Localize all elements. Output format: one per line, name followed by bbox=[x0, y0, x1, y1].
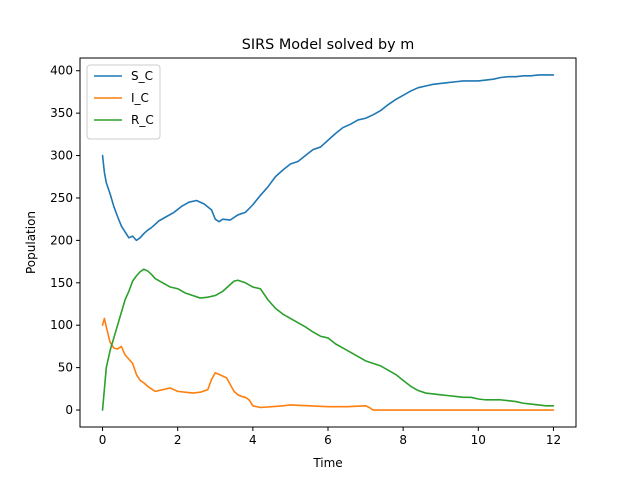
plot-area bbox=[101, 74, 555, 411]
x-tick-label: 2 bbox=[174, 433, 182, 447]
y-tick-label: 200 bbox=[50, 233, 73, 247]
series-line-r-c bbox=[101, 268, 555, 411]
y-axis-label: Population bbox=[24, 211, 38, 274]
legend-label-s-c: S_C bbox=[131, 69, 153, 83]
y-tick-label: 150 bbox=[50, 276, 73, 290]
y-tick-label: 50 bbox=[58, 361, 73, 375]
y-tick-label: 400 bbox=[50, 64, 73, 78]
series-line-s-c bbox=[101, 74, 555, 242]
legend: S_C I_C R_C bbox=[86, 64, 161, 140]
x-tick-label: 12 bbox=[546, 433, 561, 447]
y-tick-label: 0 bbox=[65, 403, 73, 417]
legend-label-i-c: I_C bbox=[131, 91, 149, 105]
x-tick-label: 0 bbox=[99, 433, 107, 447]
axis-ticks: 0 2 4 6 8 10 12 0 50 100 150 200 250 300 350 400 bbox=[50, 64, 561, 447]
series-line-i-c bbox=[101, 317, 555, 411]
y-tick-label: 350 bbox=[50, 106, 73, 120]
x-tick-label: 4 bbox=[249, 433, 257, 447]
x-axis-label: Time bbox=[312, 456, 342, 470]
legend-label-r-c: R_C bbox=[131, 113, 154, 127]
x-tick-label: 6 bbox=[324, 433, 332, 447]
y-tick-label: 250 bbox=[50, 191, 73, 205]
axes-frame bbox=[79, 57, 577, 428]
y-tick-label: 100 bbox=[50, 318, 73, 332]
x-tick-label: 8 bbox=[399, 433, 407, 447]
x-tick-label: 10 bbox=[471, 433, 486, 447]
chart-title: SIRS Model solved by m bbox=[242, 37, 415, 53]
y-tick-label: 300 bbox=[50, 149, 73, 163]
